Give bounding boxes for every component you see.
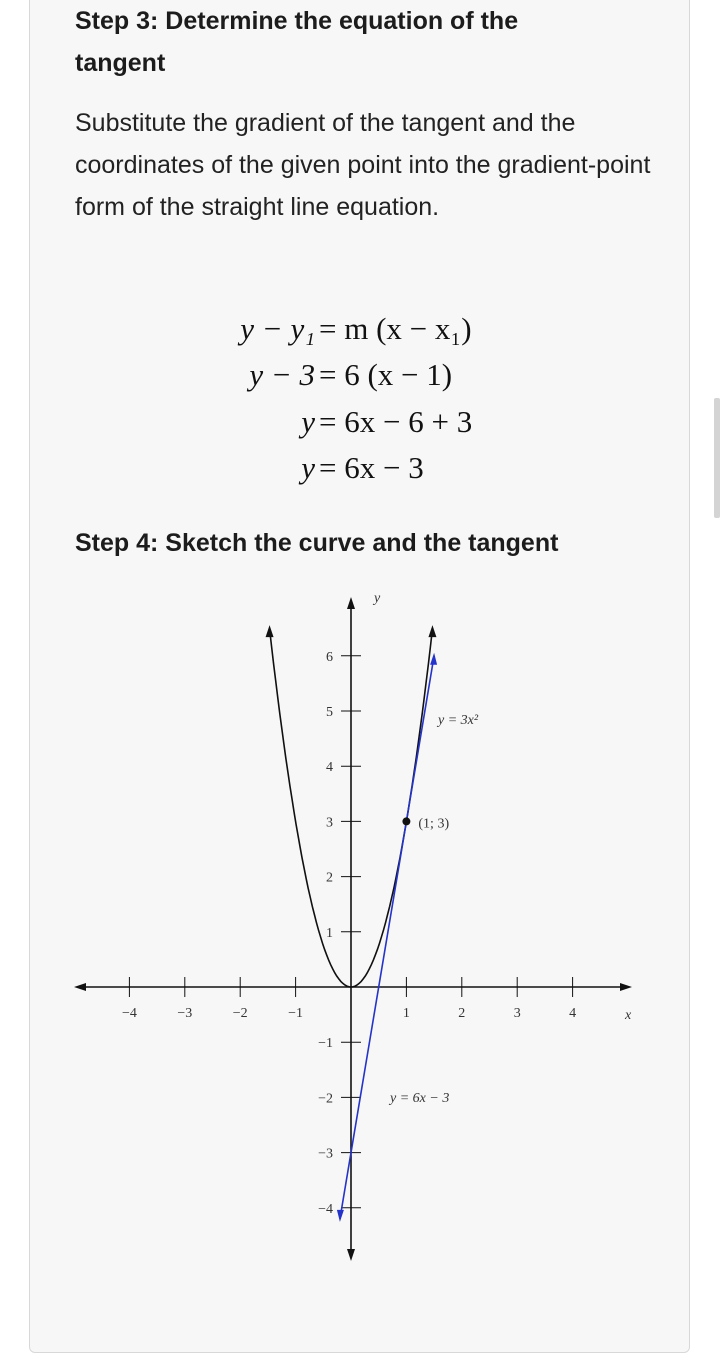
y-tick-label: −1	[318, 1036, 333, 1051]
tangent-line	[339, 655, 435, 1219]
equation-lhs: y	[301, 450, 315, 485]
x-axis-arrow-left	[74, 983, 86, 991]
equation-rhs: = 6 (x − 1)	[319, 357, 453, 392]
y-axis-label: y	[372, 591, 381, 606]
curve-label: y = 3x²	[436, 713, 479, 728]
x-tick-label: 1	[403, 1006, 410, 1021]
parabola-arrow-right	[428, 625, 437, 638]
y-tick-label: 2	[326, 871, 333, 886]
y-tick-label: 3	[326, 815, 333, 830]
y-axis-arrow-top	[347, 597, 355, 609]
tangent-point	[402, 817, 411, 826]
y-tick-label: −2	[318, 1091, 333, 1106]
equation-lhs: y − y₁	[240, 311, 315, 346]
y-tick-label: 6	[326, 650, 333, 665]
x-tick-label: 4	[569, 1006, 576, 1021]
y-tick-label: −3	[318, 1147, 333, 1162]
parabola-tangent-graph: x y −4 −3 −2 −1 1 2 3 4 6 5 4 3 2 1 −1 −2 −3 −4 (1; 3) y = 3x…	[74, 591, 632, 1261]
equation-rhs: = 6x − 6 + 3	[319, 404, 473, 439]
y-tick-label: 4	[326, 760, 333, 775]
equation-rhs: = 6x − 3	[319, 450, 424, 485]
step3-paragraph: Substitute the gradient of the tangent a…	[75, 109, 651, 221]
tangent-point-label: (1; 3)	[418, 816, 449, 831]
equation-rhs: = m (x − x₁)	[319, 311, 472, 346]
equation-lhs: y − 3	[249, 357, 315, 392]
y-axis-arrow-bottom	[347, 1249, 355, 1261]
x-tick-label: −4	[122, 1006, 137, 1021]
y-tick-label: 5	[326, 705, 333, 720]
x-tick-label: −3	[177, 1006, 192, 1021]
x-tick-label: 3	[514, 1006, 521, 1021]
step4-heading: Step 4: Sketch the curve and the tangent	[75, 529, 559, 557]
x-axis-label: x	[624, 1008, 632, 1023]
step3-heading-line2: tangent	[75, 49, 166, 77]
tangent-arrow-top	[430, 652, 438, 665]
tangent-arrow-bottom	[336, 1209, 344, 1222]
step3-heading-line1: Step 3: Determine the equation of the	[75, 7, 519, 35]
scrollbar-thumb[interactable]	[714, 398, 720, 518]
x-axis-arrow-right	[620, 983, 632, 991]
answer-card	[29, 0, 690, 1353]
y-tick-label: 1	[326, 926, 333, 941]
parabola-arrow-left	[265, 625, 274, 638]
x-tick-label: 2	[458, 1006, 465, 1021]
equation-lhs: y	[301, 404, 315, 439]
x-tick-label: −1	[288, 1006, 303, 1021]
y-tick-label: −4	[318, 1202, 333, 1217]
x-tick-label: −2	[233, 1006, 248, 1021]
line-label: y = 6x − 3	[388, 1091, 449, 1106]
